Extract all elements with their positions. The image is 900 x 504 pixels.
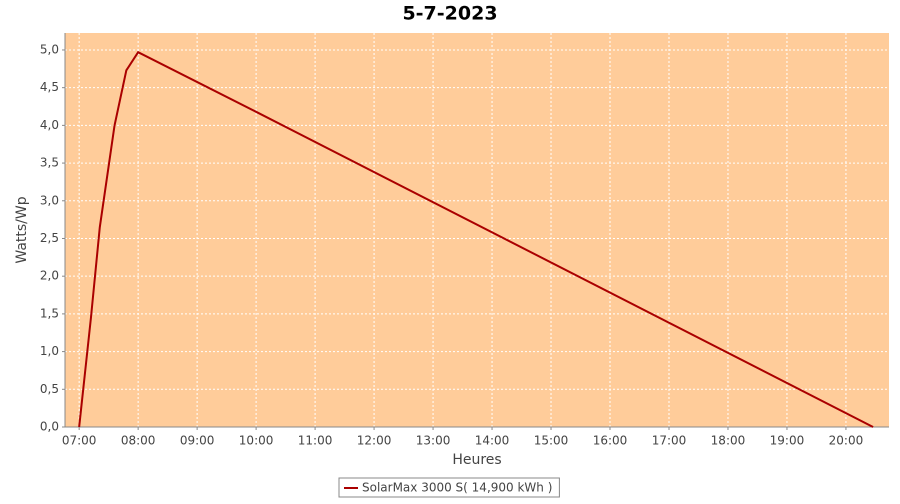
chart-title: 5-7-2023: [402, 3, 497, 25]
y-tick-label: 3,5: [40, 156, 59, 170]
y-axis-label: Watts/Wp: [14, 196, 30, 263]
x-tick-label: 12:00: [357, 434, 392, 448]
x-tick-label: 17:00: [652, 434, 687, 448]
y-tick-label: 4,5: [40, 80, 59, 94]
y-tick-label: 2,0: [40, 269, 59, 283]
y-tick-label: 4,0: [40, 118, 59, 132]
y-tick-label: 0,0: [40, 420, 59, 434]
data-line: [78, 50, 874, 428]
x-tick-label: 10:00: [239, 434, 274, 448]
x-tick-label: 15:00: [534, 434, 569, 448]
x-tick-label: 16:00: [593, 434, 628, 448]
x-tick-label: 19:00: [770, 434, 805, 448]
x-tick-label: 18:00: [711, 434, 746, 448]
y-tick-label: 2,5: [40, 231, 59, 245]
legend-label: SolarMax 3000 S( 14,900 kWh ): [362, 481, 552, 495]
x-tick-label: 09:00: [180, 434, 215, 448]
x-axis-label: Heures: [452, 452, 501, 468]
plot-area: [65, 33, 889, 427]
y-tick-label: 1,5: [40, 306, 59, 320]
y-tick-label: 0,5: [40, 382, 59, 396]
x-tick-label: 20:00: [829, 434, 864, 448]
x-tick-label: 11:00: [298, 434, 333, 448]
y-tick-label: 3,0: [40, 193, 59, 207]
y-tick-label: 1,0: [40, 344, 59, 358]
x-tick-label: 13:00: [416, 434, 451, 448]
y-tick-label: 5,0: [40, 42, 59, 56]
x-tick-label: 07:00: [62, 434, 97, 448]
legend-box: [338, 477, 560, 498]
x-tick-label: 14:00: [475, 434, 510, 448]
x-tick-label: 08:00: [121, 434, 156, 448]
